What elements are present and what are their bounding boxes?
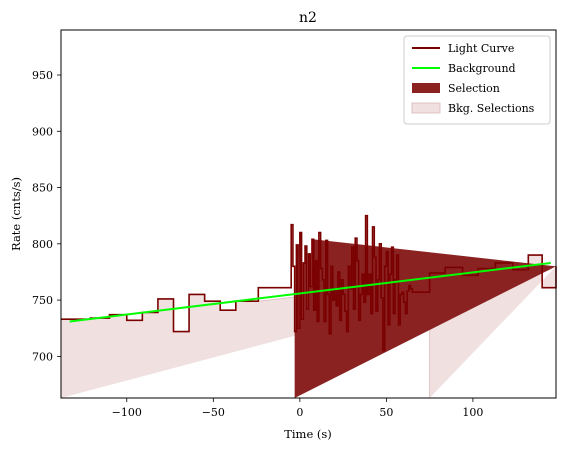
plot-frame bbox=[60, 29, 557, 399]
light-curve-layer bbox=[61, 214, 557, 352]
legend-label: Selection bbox=[448, 82, 500, 95]
y-axis-label: Rate (cnts/s) bbox=[9, 177, 23, 251]
y-tick-label: 950 bbox=[32, 69, 53, 82]
x-axis-label: Time (s) bbox=[284, 427, 332, 441]
light-curve-line bbox=[61, 214, 557, 352]
legend-label: Bkg. Selections bbox=[448, 102, 535, 115]
y-ticks: 700 750 800 850 900 950 bbox=[32, 69, 61, 363]
legend-swatch-patch bbox=[411, 102, 441, 114]
y-tick-label: 850 bbox=[32, 182, 53, 195]
legend-box bbox=[403, 35, 551, 125]
x-ticks: −100 −50 0 50 100 bbox=[112, 398, 483, 419]
legend: Light Curve Background Selection Bkg. Selec… bbox=[403, 35, 551, 125]
legend-label: Background bbox=[448, 62, 516, 75]
chart-title: n2 bbox=[299, 10, 317, 26]
x-tick-label: 50 bbox=[379, 406, 393, 419]
legend-swatch-patch bbox=[412, 83, 440, 93]
x-tick-label: −100 bbox=[112, 406, 142, 419]
x-tick-label: 0 bbox=[296, 406, 303, 419]
legend-label: Light Curve bbox=[448, 42, 514, 55]
x-tick-label: 100 bbox=[462, 406, 483, 419]
background-layer bbox=[69, 261, 551, 323]
background-fit-line bbox=[69, 261, 551, 323]
x-tick-label: −50 bbox=[202, 406, 225, 419]
y-tick-label: 700 bbox=[32, 350, 53, 363]
y-tick-label: 900 bbox=[32, 125, 53, 138]
selection-layer bbox=[294, 232, 556, 398]
y-tick-label: 800 bbox=[32, 238, 53, 251]
y-tick-label: 750 bbox=[32, 294, 53, 307]
selection-region bbox=[294, 232, 556, 398]
